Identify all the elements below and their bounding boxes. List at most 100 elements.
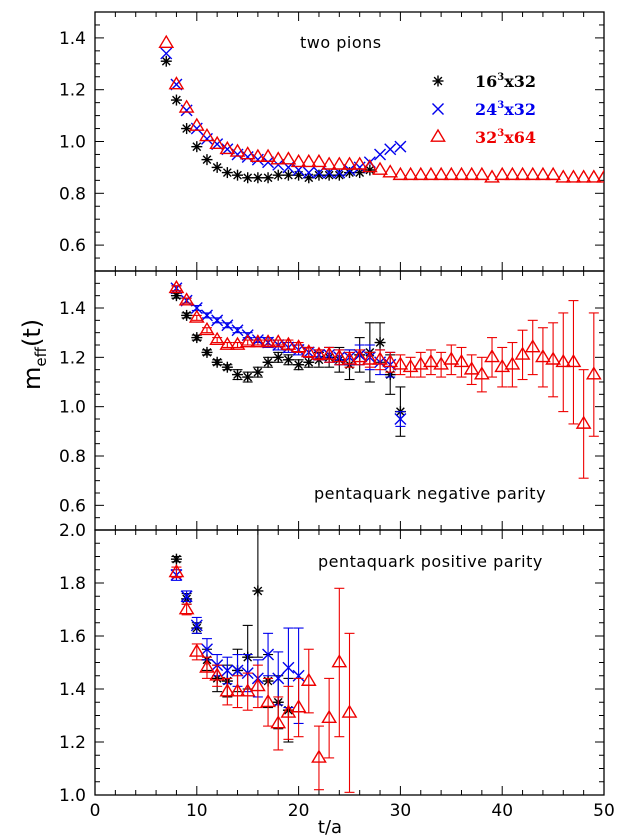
- data-point: [565, 169, 582, 183]
- y-tick-label: 0.8: [59, 447, 86, 467]
- error-bar: [558, 312, 569, 413]
- data-point: [555, 353, 572, 368]
- data-point: [221, 167, 233, 179]
- data-point: [535, 166, 551, 181]
- data-point: [524, 339, 541, 353]
- data-point: [250, 677, 266, 692]
- error-bar: [487, 337, 498, 378]
- error-bar: [293, 341, 304, 353]
- x-axis-label: t/a: [318, 817, 342, 838]
- data-point: [262, 648, 275, 661]
- data-point: [168, 279, 185, 294]
- data-point: [374, 337, 386, 349]
- data-point: [372, 351, 388, 365]
- legend-symbol: [432, 103, 444, 115]
- data-point: [242, 371, 254, 383]
- data-point: [504, 166, 521, 181]
- data-point: [392, 356, 409, 370]
- data-point: [252, 585, 264, 597]
- data-point: [188, 643, 205, 657]
- data-point: [200, 643, 213, 656]
- data-point: [178, 292, 195, 306]
- data-point: [262, 172, 274, 184]
- data-point: [181, 123, 193, 135]
- x-tick-label: 30: [390, 801, 412, 821]
- legend-symbol: [432, 75, 444, 87]
- data-point: [382, 164, 399, 178]
- data-point: [514, 346, 531, 360]
- error-bar: [537, 327, 548, 388]
- error-bar: [527, 319, 538, 376]
- data-point: [443, 166, 460, 181]
- error-bar: [466, 354, 477, 386]
- error-bar: [293, 677, 304, 738]
- data-point: [188, 117, 205, 131]
- data-point: [293, 169, 305, 181]
- error-bar: [334, 587, 345, 738]
- data-point: [290, 153, 307, 168]
- data-point: [282, 354, 294, 366]
- data-point: [341, 156, 358, 170]
- data-point: [333, 169, 345, 181]
- data-point: [423, 353, 439, 368]
- data-point: [382, 353, 399, 368]
- data-point: [361, 159, 378, 173]
- data-point: [311, 346, 327, 360]
- data-point: [290, 339, 307, 353]
- data-point: [524, 166, 541, 181]
- data-point: [394, 140, 407, 153]
- data-point: [221, 664, 234, 677]
- data-point: [160, 47, 173, 60]
- data-point: [394, 413, 407, 425]
- data-point: [463, 361, 480, 375]
- data-point: [300, 153, 317, 168]
- error-bar: [303, 346, 314, 358]
- y-tick-label: 0.6: [59, 236, 86, 256]
- data-point: [260, 148, 276, 162]
- data-point: [575, 169, 592, 183]
- data-point: [229, 143, 246, 157]
- data-point: [535, 348, 551, 363]
- data-point: [280, 336, 297, 350]
- data-point: [168, 564, 185, 578]
- data-point: [311, 153, 327, 168]
- error-bar: [497, 346, 508, 388]
- data-point: [331, 156, 348, 170]
- data-point: [160, 55, 172, 67]
- error-bar: [517, 329, 528, 381]
- data-point: [178, 99, 195, 113]
- data-point: [504, 356, 521, 370]
- y-tick-label: 1.2: [59, 348, 86, 368]
- data-point: [423, 166, 439, 181]
- data-point: [221, 319, 234, 332]
- data-point: [270, 151, 287, 165]
- data-point: [211, 314, 224, 327]
- data-point: [170, 94, 182, 106]
- data-point: [402, 166, 419, 181]
- data-point: [211, 161, 223, 173]
- data-layer: [158, 34, 604, 184]
- data-point: [270, 715, 287, 729]
- series-16x32: [170, 530, 294, 743]
- y-axis-label: meff(t): [18, 319, 50, 390]
- data-point: [311, 749, 327, 763]
- error-bar: [283, 685, 294, 740]
- data-point: [231, 664, 244, 677]
- data-point: [331, 654, 348, 668]
- data-point: [232, 169, 244, 181]
- series-32x64: [168, 279, 602, 479]
- data-point: [302, 166, 315, 179]
- data-point: [300, 672, 317, 686]
- data-point: [272, 169, 284, 181]
- data-point: [473, 366, 490, 380]
- error-bar: [252, 664, 263, 709]
- data-point: [292, 669, 305, 682]
- error-bar: [283, 339, 294, 351]
- data-layer: [168, 530, 358, 793]
- error-bar: [313, 349, 324, 361]
- data-point: [229, 336, 246, 350]
- y-tick-label: 1.2: [59, 733, 86, 753]
- y-tick-label: 1.0: [59, 398, 86, 418]
- data-point: [170, 553, 182, 565]
- data-point: [303, 172, 315, 184]
